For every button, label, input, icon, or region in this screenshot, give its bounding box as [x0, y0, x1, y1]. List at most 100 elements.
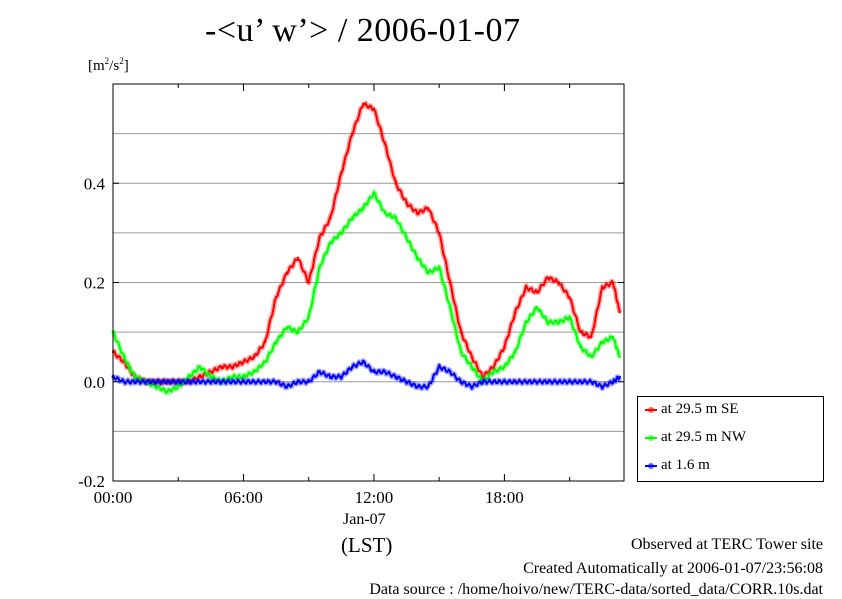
data-point	[459, 330, 463, 334]
data-point	[535, 380, 539, 383]
data-point	[383, 142, 386, 145]
x-timezone-label: (LST)	[341, 533, 393, 557]
data-point	[579, 330, 582, 334]
data-point	[448, 281, 452, 284]
data-point	[372, 192, 376, 195]
legend-swatch-nw	[645, 434, 657, 441]
unit-close: ]	[123, 58, 129, 74]
data-point	[198, 365, 202, 369]
legend-label-nw: at 29.5 m NW	[661, 429, 746, 445]
data-point	[253, 380, 256, 383]
legend-item-se: at 29.5 m SE	[645, 401, 739, 418]
data-point	[394, 182, 397, 185]
data-point	[470, 385, 473, 388]
data-point	[329, 241, 332, 244]
y-tick-label: 0.0	[84, 373, 105, 392]
data-point	[220, 380, 223, 383]
data-point	[264, 340, 267, 344]
data-point	[318, 236, 321, 239]
data-point	[285, 385, 289, 388]
data-point	[122, 355, 126, 359]
data-point	[524, 321, 528, 324]
data-point	[427, 385, 430, 388]
data-point	[231, 380, 234, 383]
data-point	[590, 335, 593, 339]
data-point	[231, 365, 234, 369]
data-point	[546, 321, 550, 324]
y-unit-label: [m2/s2]	[88, 56, 129, 75]
data-point	[122, 380, 126, 383]
data-point	[372, 107, 376, 111]
data-point	[187, 380, 191, 383]
data-point	[618, 375, 621, 378]
data-point	[470, 365, 473, 369]
data-point	[503, 380, 506, 383]
data-point	[618, 311, 621, 314]
y-tick-label: -0.2	[78, 472, 105, 491]
data-point	[274, 296, 278, 299]
data-point	[438, 365, 441, 369]
data-point	[535, 291, 539, 294]
data-point	[579, 345, 582, 349]
footer-source: Data source : /home/hoivo/new/TERC-data/…	[369, 581, 823, 598]
data-point	[155, 380, 158, 383]
data-point	[318, 370, 321, 373]
data-point	[514, 350, 517, 354]
data-point	[405, 201, 408, 205]
data-point	[340, 375, 343, 378]
data-point	[448, 370, 452, 373]
data-point	[351, 216, 354, 220]
data-point	[253, 355, 256, 359]
data-point	[546, 276, 550, 279]
data-point	[177, 380, 180, 383]
legend-label-se: at 29.5 m SE	[661, 401, 739, 417]
data-point	[209, 375, 213, 378]
data-point	[307, 316, 310, 319]
x-tick-label: 18:00	[485, 488, 524, 507]
y-tick-label: 0.4	[84, 174, 106, 193]
data-point	[307, 281, 310, 284]
data-point	[514, 311, 517, 314]
data-point	[481, 375, 484, 378]
x-date-label: Jan-07	[343, 511, 386, 528]
footer-site: Observed at TERC Tower site	[630, 536, 823, 553]
data-point	[535, 306, 539, 309]
data-point	[611, 281, 615, 284]
data-point	[274, 380, 278, 383]
data-point	[361, 360, 365, 364]
data-point	[590, 380, 593, 383]
data-point	[361, 102, 365, 106]
data-point	[296, 256, 299, 259]
x-tick-label: 00:00	[94, 488, 133, 507]
data-point	[427, 271, 430, 274]
data-point	[470, 355, 473, 359]
data-point	[133, 375, 136, 378]
data-point	[492, 365, 495, 369]
data-point	[546, 380, 550, 383]
data-point	[601, 340, 604, 344]
data-point	[524, 380, 528, 383]
unit-open: [m	[88, 58, 105, 74]
data-point	[557, 321, 560, 324]
data-point	[296, 330, 299, 334]
data-point	[503, 365, 506, 369]
data-point	[231, 375, 234, 378]
data-point	[242, 375, 245, 378]
data-point	[514, 380, 517, 383]
data-point	[579, 380, 582, 383]
data-point	[481, 380, 484, 383]
data-point	[296, 380, 299, 383]
data-point	[144, 380, 147, 383]
data-point	[253, 370, 256, 373]
data-point	[416, 256, 419, 259]
data-point	[590, 355, 593, 359]
data-point	[329, 375, 332, 378]
data-point	[166, 390, 169, 393]
grid-lines	[113, 133, 624, 432]
data-point	[601, 385, 604, 388]
data-point	[198, 380, 202, 383]
data-point	[492, 370, 495, 373]
data-point	[133, 380, 136, 383]
series-line-0	[112, 102, 621, 385]
data-point	[405, 236, 408, 239]
